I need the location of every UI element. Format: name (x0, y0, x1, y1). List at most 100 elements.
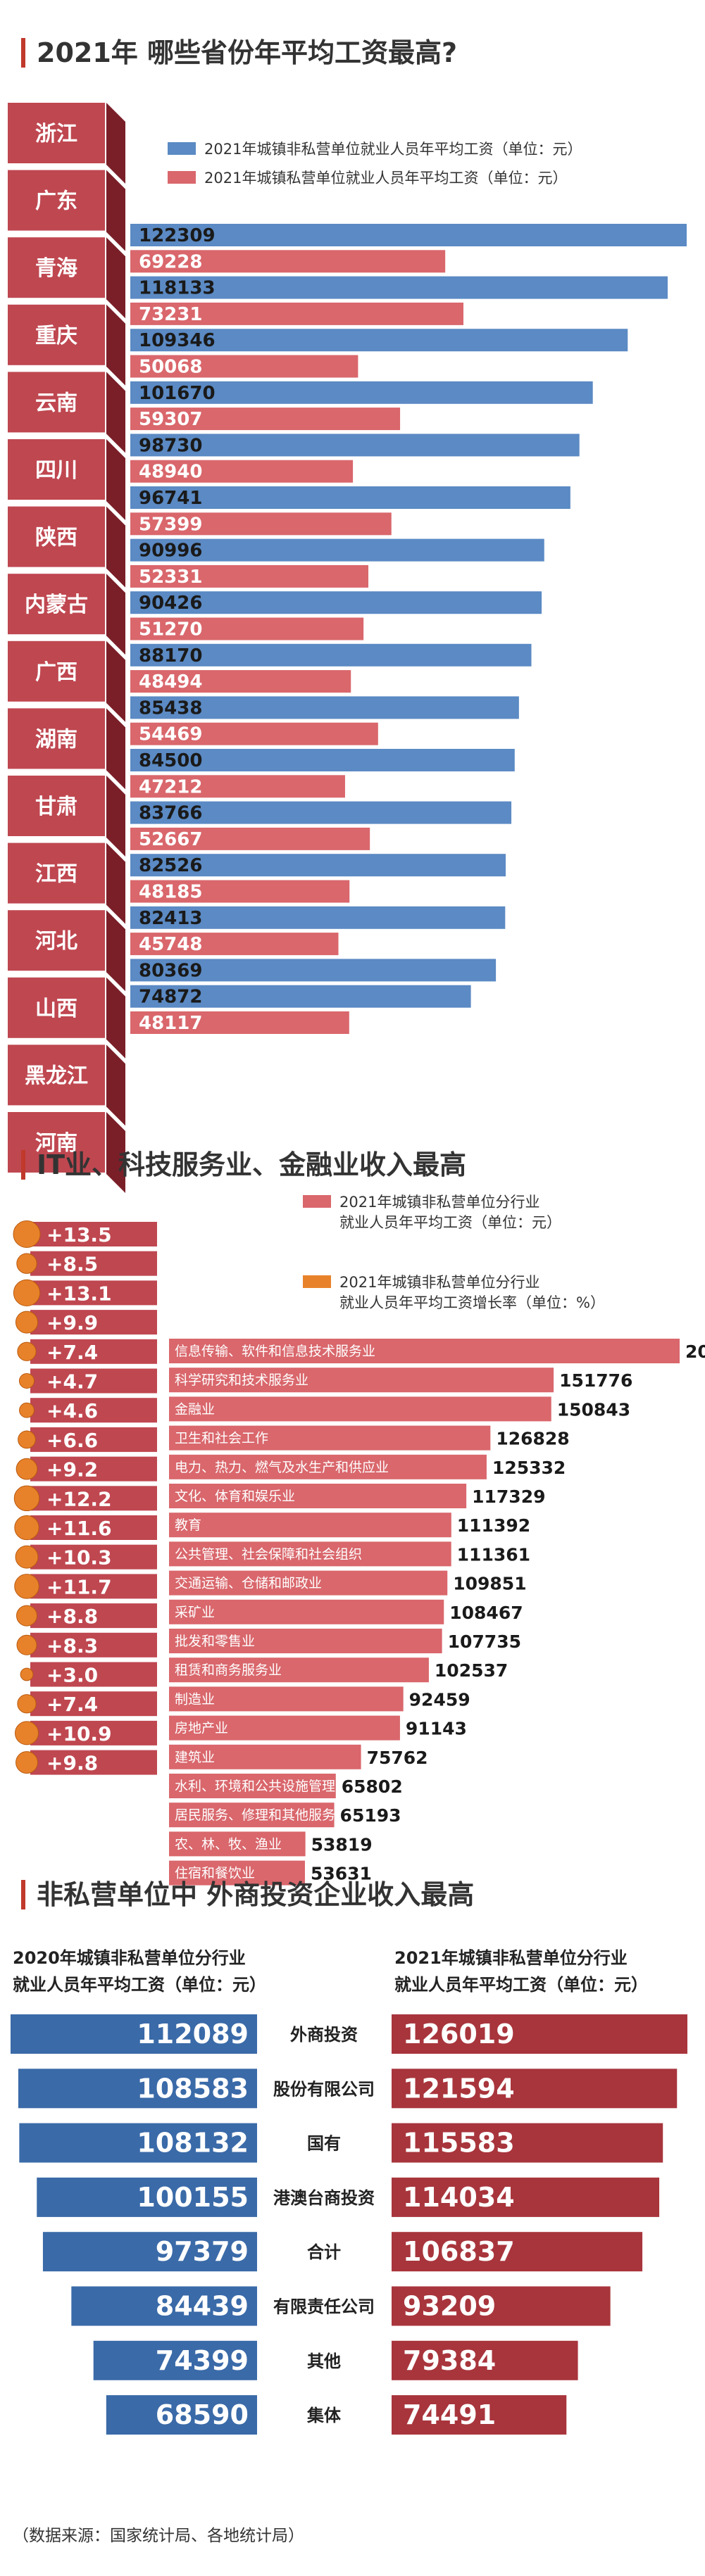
left-header-2: 就业人员年平均工资（单位：元） (13, 1975, 266, 1995)
province-bar-value: 101670 (139, 383, 216, 404)
growth-label-box (29, 1484, 158, 1513)
ownership-label: 外商投资 (290, 2025, 358, 2045)
province-bar (130, 749, 515, 771)
province-bar-value: 73231 (139, 304, 202, 325)
industry-bar (169, 1686, 404, 1712)
bar-2020 (19, 2123, 258, 2163)
growth-label: +9.2 (46, 1458, 98, 1482)
right-header-1: 2021年城镇非私营单位分行业 (394, 1948, 628, 1968)
growth-bubble (15, 1751, 38, 1774)
province-label-box (6, 370, 106, 434)
province-bar-value: 83766 (139, 803, 202, 824)
industry-name: 建筑业 (175, 1750, 215, 1765)
province-bar-value: 48117 (139, 1013, 202, 1034)
growth-label: +13.1 (46, 1282, 112, 1305)
growth-bubble (13, 1485, 40, 1512)
industry-bar (169, 1396, 551, 1422)
bar-2020 (11, 2014, 257, 2054)
province-bar (130, 538, 544, 562)
value-2020: 84439 (156, 2291, 249, 2322)
bar-2020 (42, 2232, 257, 2272)
growth-label-box (29, 1572, 158, 1600)
industry-name: 水利、环境和公共设施管理业 (175, 1779, 349, 1794)
industry-bar (169, 1454, 487, 1479)
ownership-label: 股份有限公司 (273, 2079, 375, 2099)
province-bar (130, 696, 519, 719)
growth-label: +8.5 (46, 1253, 98, 1276)
industry-bar (169, 1715, 400, 1741)
province-bar-value: 88170 (139, 645, 202, 667)
province-bar (130, 880, 350, 903)
province-label-box (6, 909, 106, 973)
growth-bubble (15, 1458, 38, 1480)
value-2020: 112089 (137, 2019, 249, 2050)
province-bar-value: 50068 (139, 357, 202, 378)
bar-2020 (37, 2177, 258, 2217)
province-label-shadow (106, 976, 125, 1059)
province-bar-value: 82526 (139, 855, 202, 876)
industry-bar (169, 1484, 467, 1508)
growth-label-box (29, 1220, 158, 1248)
industry-value: 108467 (449, 1603, 523, 1623)
industry-name: 采矿业 (175, 1605, 215, 1620)
legend-label-growth-1: 2021年城镇非私营单位分行业 (339, 1274, 539, 1291)
growth-label-box (29, 1425, 158, 1453)
growth-bubble (13, 1220, 41, 1248)
bar-2021 (392, 2286, 611, 2326)
province-label-shadow (106, 909, 125, 992)
province-label-box (6, 976, 106, 1040)
province-label-shadow (106, 169, 125, 251)
growth-bubble (15, 1311, 39, 1334)
province-bar (130, 276, 668, 299)
growth-bubble (17, 1694, 37, 1714)
ownership-label: 其他 (307, 2351, 341, 2371)
province-bar-value: 54469 (139, 724, 202, 745)
province-label-box (6, 1043, 106, 1107)
province-bar-value: 48940 (139, 462, 202, 483)
bar-2021 (392, 2395, 567, 2435)
industry-bar (169, 1860, 305, 1886)
province-bar-value: 59307 (139, 409, 202, 430)
province-label: 陕西 (35, 526, 77, 550)
province-bar (130, 486, 570, 509)
industry-bar (169, 1629, 442, 1653)
legend-swatch-nonprivate (168, 142, 196, 155)
bar-2020 (71, 2286, 257, 2326)
province-label-shadow (106, 775, 125, 857)
industry-name: 农、林、牧、渔业 (175, 1836, 282, 1852)
industry-name: 租赁和商务服务业 (175, 1662, 282, 1678)
growth-label-box (29, 1602, 158, 1630)
value-2021: 74491 (403, 2399, 496, 2430)
industry-value: 150843 (557, 1399, 630, 1420)
province-label: 内蒙古 (25, 593, 88, 617)
growth-bubble (16, 1253, 37, 1274)
legend-label-nonprivate: 2021年城镇非私营单位就业人员年平均工资（单位：元） (204, 141, 582, 158)
province-label-shadow (106, 1044, 125, 1126)
province-label-shadow (106, 842, 125, 924)
province-bar (130, 906, 506, 929)
industry-name: 文化、体育和娱乐业 (175, 1489, 295, 1504)
province-bar (130, 224, 687, 246)
province-label-box (6, 101, 106, 165)
bar-2021 (392, 2123, 663, 2163)
value-2021: 114034 (403, 2182, 515, 2213)
bar-2020 (18, 2069, 258, 2109)
industry-value: 201506 (685, 1341, 705, 1362)
growth-label-box (29, 1690, 158, 1718)
growth-label: +10.3 (46, 1546, 112, 1570)
value-2021: 121594 (403, 2073, 515, 2104)
province-bar-value: 52331 (139, 567, 202, 588)
province-bar (130, 827, 370, 850)
province-bar-value: 47212 (139, 776, 202, 797)
province-label: 山西 (35, 997, 77, 1021)
industry-value: 92459 (409, 1689, 470, 1710)
province-bar (130, 460, 354, 483)
growth-label: +4.6 (46, 1399, 98, 1422)
province-bar-value: 84500 (139, 750, 202, 771)
growth-label: +13.5 (46, 1223, 112, 1246)
industry-bar (169, 1744, 361, 1769)
industry-value: 117329 (472, 1486, 545, 1507)
province-label-shadow (106, 303, 125, 386)
industry-value: 91143 (406, 1719, 467, 1739)
province-bar-value: 98730 (139, 435, 202, 456)
